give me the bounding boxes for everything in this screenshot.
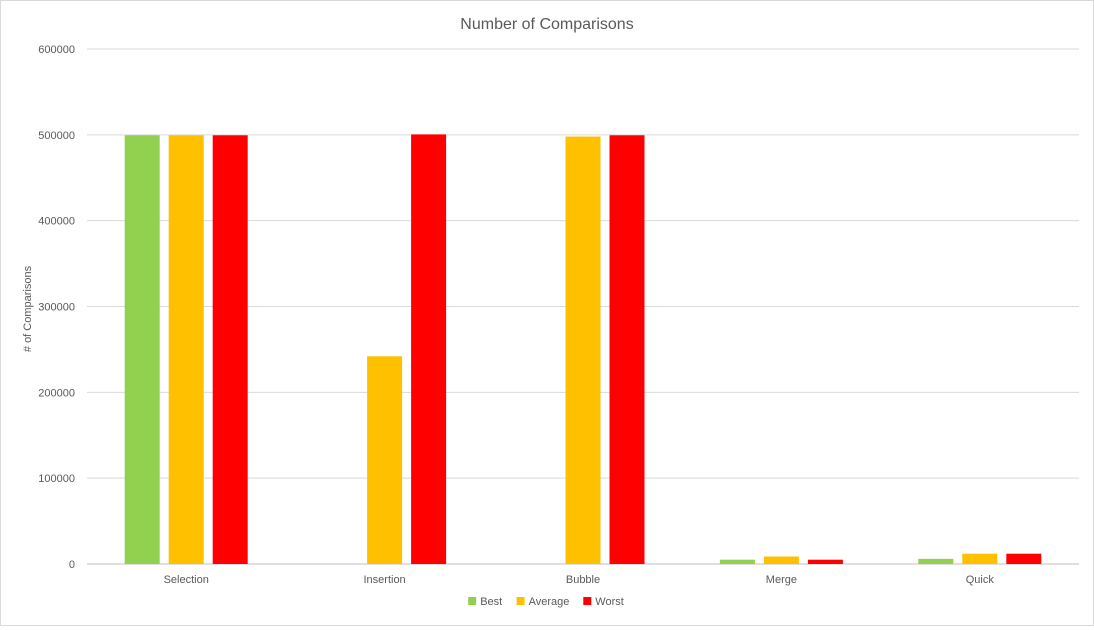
x-tick-label: Quick [966, 574, 995, 586]
x-tick-label: Bubble [566, 574, 600, 586]
y-tick-label: 400000 [38, 216, 75, 228]
x-tick-label: Selection [164, 574, 209, 586]
chart-title: Number of Comparisons [460, 16, 633, 33]
bar-best-selection [124, 135, 160, 564]
y-axis-ticks: 0 100000 200000 300000 400000 500000 600000 [38, 44, 75, 571]
bars [124, 134, 1042, 565]
bar-worst-quick [1006, 553, 1042, 564]
legend: Best Average Worst [468, 596, 624, 608]
legend-label-average: Average [529, 596, 570, 608]
y-tick-label: 0 [69, 559, 75, 571]
legend-label-best: Best [480, 596, 502, 608]
x-tick-label: Insertion [363, 574, 405, 586]
bar-average-selection [168, 135, 204, 564]
y-axis-label: # of Comparisons [22, 265, 34, 352]
bar-average-quick [962, 553, 998, 564]
bar-best-quick [918, 558, 954, 564]
legend-swatch-worst [583, 597, 592, 605]
bar-worst-selection [212, 135, 248, 564]
bar-worst-bubble [609, 135, 645, 564]
y-tick-label: 300000 [38, 302, 75, 314]
bar-average-merge [763, 556, 799, 564]
legend-label-worst: Worst [595, 596, 624, 608]
y-tick-label: 500000 [38, 130, 75, 142]
bar-worst-merge [807, 559, 843, 564]
bar-average-insertion [367, 356, 403, 564]
legend-swatch-average [516, 597, 525, 605]
y-tick-label: 200000 [38, 387, 75, 399]
legend-swatch-best [468, 597, 477, 605]
bar-best-merge [719, 559, 755, 564]
bar-average-bubble [565, 136, 601, 565]
x-axis-ticks: Selection Insertion Bubble Merge Quick [164, 574, 995, 586]
y-tick-label: 600000 [38, 44, 75, 56]
y-tick-label: 100000 [38, 473, 75, 485]
x-tick-label: Merge [766, 574, 797, 586]
bar-worst-insertion [411, 134, 447, 564]
